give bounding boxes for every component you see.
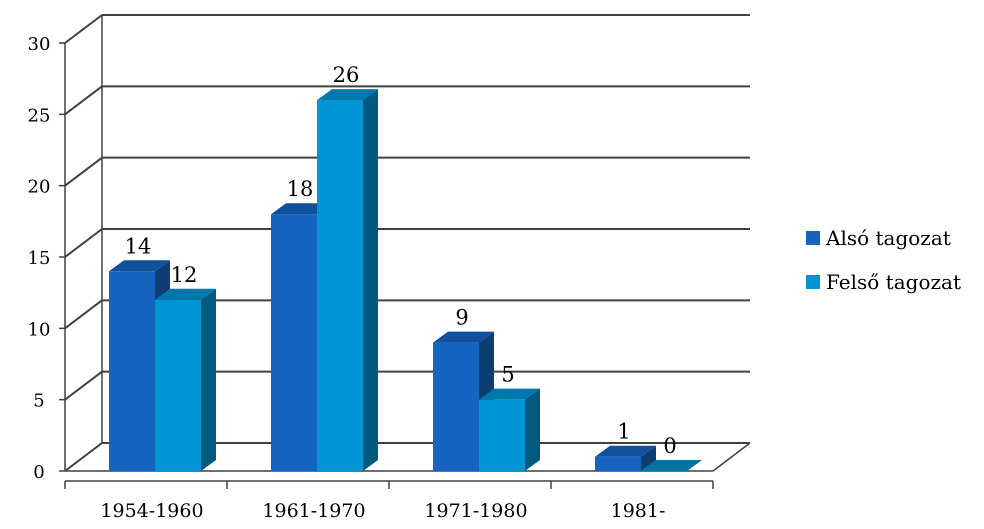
gridlines xyxy=(64,14,750,472)
bar-front-series-0 xyxy=(433,342,479,471)
data-label-series-0: 1 xyxy=(617,420,630,444)
bar-front-series-1 xyxy=(479,399,525,471)
bar-top-series-1 xyxy=(479,388,540,400)
gridline-side xyxy=(64,14,103,44)
bar-side-series-1 xyxy=(525,388,540,471)
legend-item-series-1: Felső tagozat xyxy=(806,269,961,295)
gridline-side xyxy=(64,370,103,401)
bar-side-series-1 xyxy=(201,288,216,471)
data-label-series-1: 12 xyxy=(171,263,198,287)
bar-top-series-0 xyxy=(433,331,494,343)
legend-label-series-0: Alsó tagozat xyxy=(826,226,951,250)
data-label-series-1: 5 xyxy=(501,363,514,387)
y-tick-label: 0 xyxy=(33,462,44,483)
gridline-side xyxy=(64,299,103,330)
legend-swatch-series-0 xyxy=(806,231,820,245)
x-tick-label: 1971-1980 xyxy=(424,500,527,522)
bar-front-series-0 xyxy=(595,456,641,471)
bar-front-series-1 xyxy=(155,299,201,471)
bar-front-series-0 xyxy=(271,214,317,471)
x-tick-label: 1961-1970 xyxy=(262,500,365,522)
bar-top-series-1 xyxy=(155,288,216,300)
y-tick-label: 10 xyxy=(28,319,51,340)
data-label-series-1: 0 xyxy=(663,434,676,458)
legend-swatch-series-1 xyxy=(806,275,820,289)
legend-item-series-0: Alsó tagozat xyxy=(806,225,961,251)
y-tick-label: 15 xyxy=(28,248,51,269)
gridline-side xyxy=(64,156,103,187)
x-tick-label: 1954-1960 xyxy=(100,500,203,522)
y-tick-label: 20 xyxy=(28,177,51,198)
bar-top-series-0 xyxy=(271,203,332,215)
data-label-series-0: 14 xyxy=(125,234,152,258)
bar-front-series-0 xyxy=(109,271,155,471)
bar-side-series-0 xyxy=(641,445,656,471)
bar-top-series-1 xyxy=(317,89,378,101)
y-tick-label: 25 xyxy=(28,105,51,126)
bars xyxy=(109,89,702,472)
data-labels: 14 12 18 26 9 5 1 0 xyxy=(125,63,677,458)
legend-label-series-1: Felső tagozat xyxy=(826,270,961,294)
bar-front-series-1 xyxy=(317,100,363,472)
x-tick-label: 1981- xyxy=(611,500,666,522)
y-tick-label: 5 xyxy=(33,391,44,412)
floor-right-edge xyxy=(712,442,751,472)
bar-top-series-1 xyxy=(641,460,702,471)
data-label-series-0: 9 xyxy=(455,306,468,330)
gridline-side xyxy=(64,442,103,472)
gridline-side xyxy=(64,228,103,258)
bar-side-series-1 xyxy=(363,89,378,472)
legend: Alsó tagozat Felső tagozat xyxy=(806,225,961,313)
data-label-series-0: 18 xyxy=(287,177,314,201)
bar-top-series-0 xyxy=(595,445,656,457)
gridline-side xyxy=(64,85,103,116)
y-tick-label: 30 xyxy=(28,34,51,55)
bar-top-series-0 xyxy=(109,260,170,272)
data-label-series-1: 26 xyxy=(333,63,360,87)
